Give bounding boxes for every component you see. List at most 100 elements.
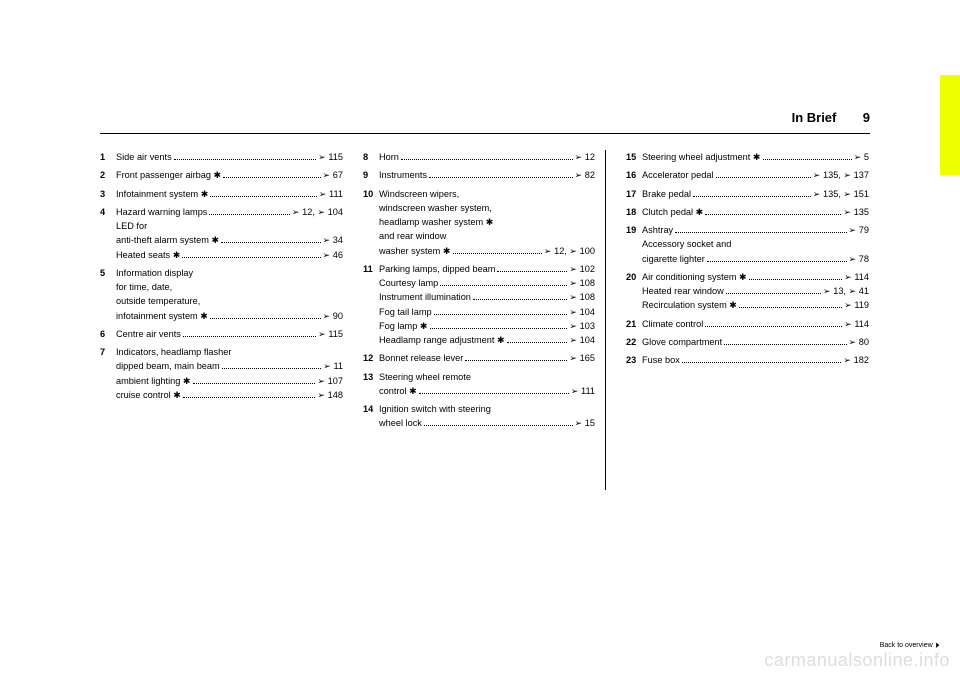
entry-line: Climate control➢ 114	[642, 317, 869, 331]
entry-number: 2	[100, 168, 116, 182]
entry-lines: Instruments ➢ 82	[379, 168, 595, 182]
entry-lines: Windscreen wipers,windscreen washer syst…	[379, 187, 595, 258]
entry-ref: ➢ 67	[323, 168, 343, 182]
entry-line: Headlamp range adjustment ✱➢ 104	[379, 333, 595, 347]
entry-label: Headlamp range adjustment ✱	[379, 333, 505, 347]
entry-label: cigarette lighter	[642, 252, 705, 266]
entry-lines: Brake pedal ➢ 135, ➢ 151	[642, 187, 869, 201]
entry-ref: ➢ 182	[843, 353, 869, 367]
entry-label: Side air vents	[116, 150, 172, 164]
entry-label: washer system ✱	[379, 244, 451, 258]
leader-dots	[401, 154, 573, 160]
entry-label: Heated rear window	[642, 284, 724, 298]
leader-dots	[210, 312, 321, 318]
entry-number: 19	[626, 223, 642, 266]
index-entry: 23Fuse box➢ 182	[626, 353, 869, 367]
entry-label: Accessory socket and	[642, 237, 731, 251]
entry-number: 3	[100, 187, 116, 201]
leader-dots	[763, 154, 852, 160]
entry-lines: Steering wheel adjustment ✱➢ 5	[642, 150, 869, 164]
column-1: 1Side air vents➢ 1152Front passenger air…	[100, 150, 343, 490]
entry-label: Ashtray	[642, 223, 673, 237]
leader-dots	[429, 172, 573, 178]
entry-lines: Clutch pedal ✱➢ 135	[642, 205, 869, 219]
entry-ref: ➢ 104	[569, 305, 595, 319]
entry-line: Fuse box➢ 182	[642, 353, 869, 367]
entry-line: Bonnet release lever➢ 165	[379, 351, 595, 365]
entry-ref: ➢ 148	[317, 388, 343, 402]
entry-lines: Hazard warning lamps➢ 12, ➢ 104LED foran…	[116, 205, 343, 262]
index-entry: 9Instruments➢ 82	[363, 168, 595, 182]
entry-label: Glove compartment	[642, 335, 722, 349]
entry-label: Horn	[379, 150, 399, 164]
entry-label: Brake pedal	[642, 187, 691, 201]
entry-label: windscreen washer system,	[379, 201, 492, 215]
entry-label: Instruments	[379, 168, 427, 182]
entry-line: cruise control ✱➢ 148	[116, 388, 343, 402]
header-rule	[100, 133, 870, 134]
entry-ref: ➢ 78	[849, 252, 869, 266]
triangle-icon: ▶	[936, 641, 939, 649]
entry-line: Steering wheel adjustment ✱➢ 5	[642, 150, 869, 164]
entry-lines: Air conditioning system ✱➢ 114Heated rea…	[642, 270, 869, 313]
entry-line: infotainment system ✱➢ 90	[116, 309, 343, 323]
entry-line: Infotainment system ✱➢ 111	[116, 187, 343, 201]
index-entry: 5Information displayfor time, date,outsi…	[100, 266, 343, 323]
leader-dots	[726, 288, 821, 294]
entry-ref: ➢ 165	[569, 351, 595, 365]
entry-ref: ➢ 46	[323, 248, 343, 262]
entry-lines: Side air vents➢ 115	[116, 150, 343, 164]
index-entry: 12Bonnet release lever➢ 165	[363, 351, 595, 365]
entry-label: Courtesy lamp	[379, 276, 438, 290]
index-entry: 6Centre air vents➢ 115	[100, 327, 343, 341]
index-entry: 19Ashtray➢ 79Accessory socket andcigaret…	[626, 223, 869, 266]
entry-number: 6	[100, 327, 116, 341]
entry-line: headlamp washer system ✱	[379, 215, 595, 229]
entry-line: Centre air vents➢ 115	[116, 327, 343, 341]
entry-line: Heated rear window➢ 13, ➢ 41	[642, 284, 869, 298]
index-entry: 16Accelerator pedal➢ 135, ➢ 137	[626, 168, 869, 182]
entry-ref: ➢ 102	[569, 262, 595, 276]
entry-lines: Glove compartment➢ 80	[642, 335, 869, 349]
entry-ref: ➢ 12, ➢ 104	[292, 205, 343, 219]
entry-ref: ➢ 15	[575, 416, 595, 430]
entry-ref: ➢ 82	[575, 168, 595, 182]
back-to-overview-link[interactable]: Back to overview ▶	[880, 641, 940, 649]
leader-dots	[675, 227, 846, 233]
entry-line: Windscreen wipers,	[379, 187, 595, 201]
leader-dots	[209, 208, 289, 214]
leader-dots	[419, 387, 569, 393]
entry-label: ambient lighting ✱	[116, 374, 191, 388]
leader-dots	[507, 337, 568, 343]
leader-dots	[182, 251, 320, 257]
entry-line: outside temperature,	[116, 294, 343, 308]
leader-dots	[183, 391, 316, 397]
entry-ref: ➢ 5	[854, 150, 869, 164]
leader-dots	[430, 322, 568, 328]
entry-line: windscreen washer system,	[379, 201, 595, 215]
leader-dots	[434, 308, 568, 314]
entry-line: Air conditioning system ✱➢ 114	[642, 270, 869, 284]
entry-line: LED for	[116, 219, 343, 233]
entry-ref: ➢ 108	[569, 276, 595, 290]
entry-lines: Climate control➢ 114	[642, 317, 869, 331]
leader-dots	[222, 363, 322, 369]
entry-ref: ➢ 135, ➢ 151	[813, 187, 869, 201]
page-number: 9	[840, 110, 870, 125]
entry-ref: ➢ 135	[843, 205, 869, 219]
leader-dots	[174, 154, 316, 160]
entry-label: outside temperature,	[116, 294, 200, 308]
index-columns: 1Side air vents➢ 1152Front passenger air…	[100, 150, 870, 490]
entry-line: Parking lamps, dipped beam ➢ 102	[379, 262, 595, 276]
entry-label: dipped beam, main beam	[116, 359, 220, 373]
entry-number: 8	[363, 150, 379, 164]
entry-ref: ➢ 114	[844, 270, 869, 284]
entry-line: Hazard warning lamps➢ 12, ➢ 104	[116, 205, 343, 219]
entry-ref: ➢ 34	[323, 233, 343, 247]
entry-label: control ✱	[379, 384, 417, 398]
entry-label: Parking lamps, dipped beam	[379, 262, 495, 276]
entry-lines: Infotainment system ✱➢ 111	[116, 187, 343, 201]
entry-lines: Indicators, headlamp flasherdipped beam,…	[116, 345, 343, 402]
entry-line: Steering wheel remote	[379, 370, 595, 384]
entry-label: Accelerator pedal	[642, 168, 714, 182]
